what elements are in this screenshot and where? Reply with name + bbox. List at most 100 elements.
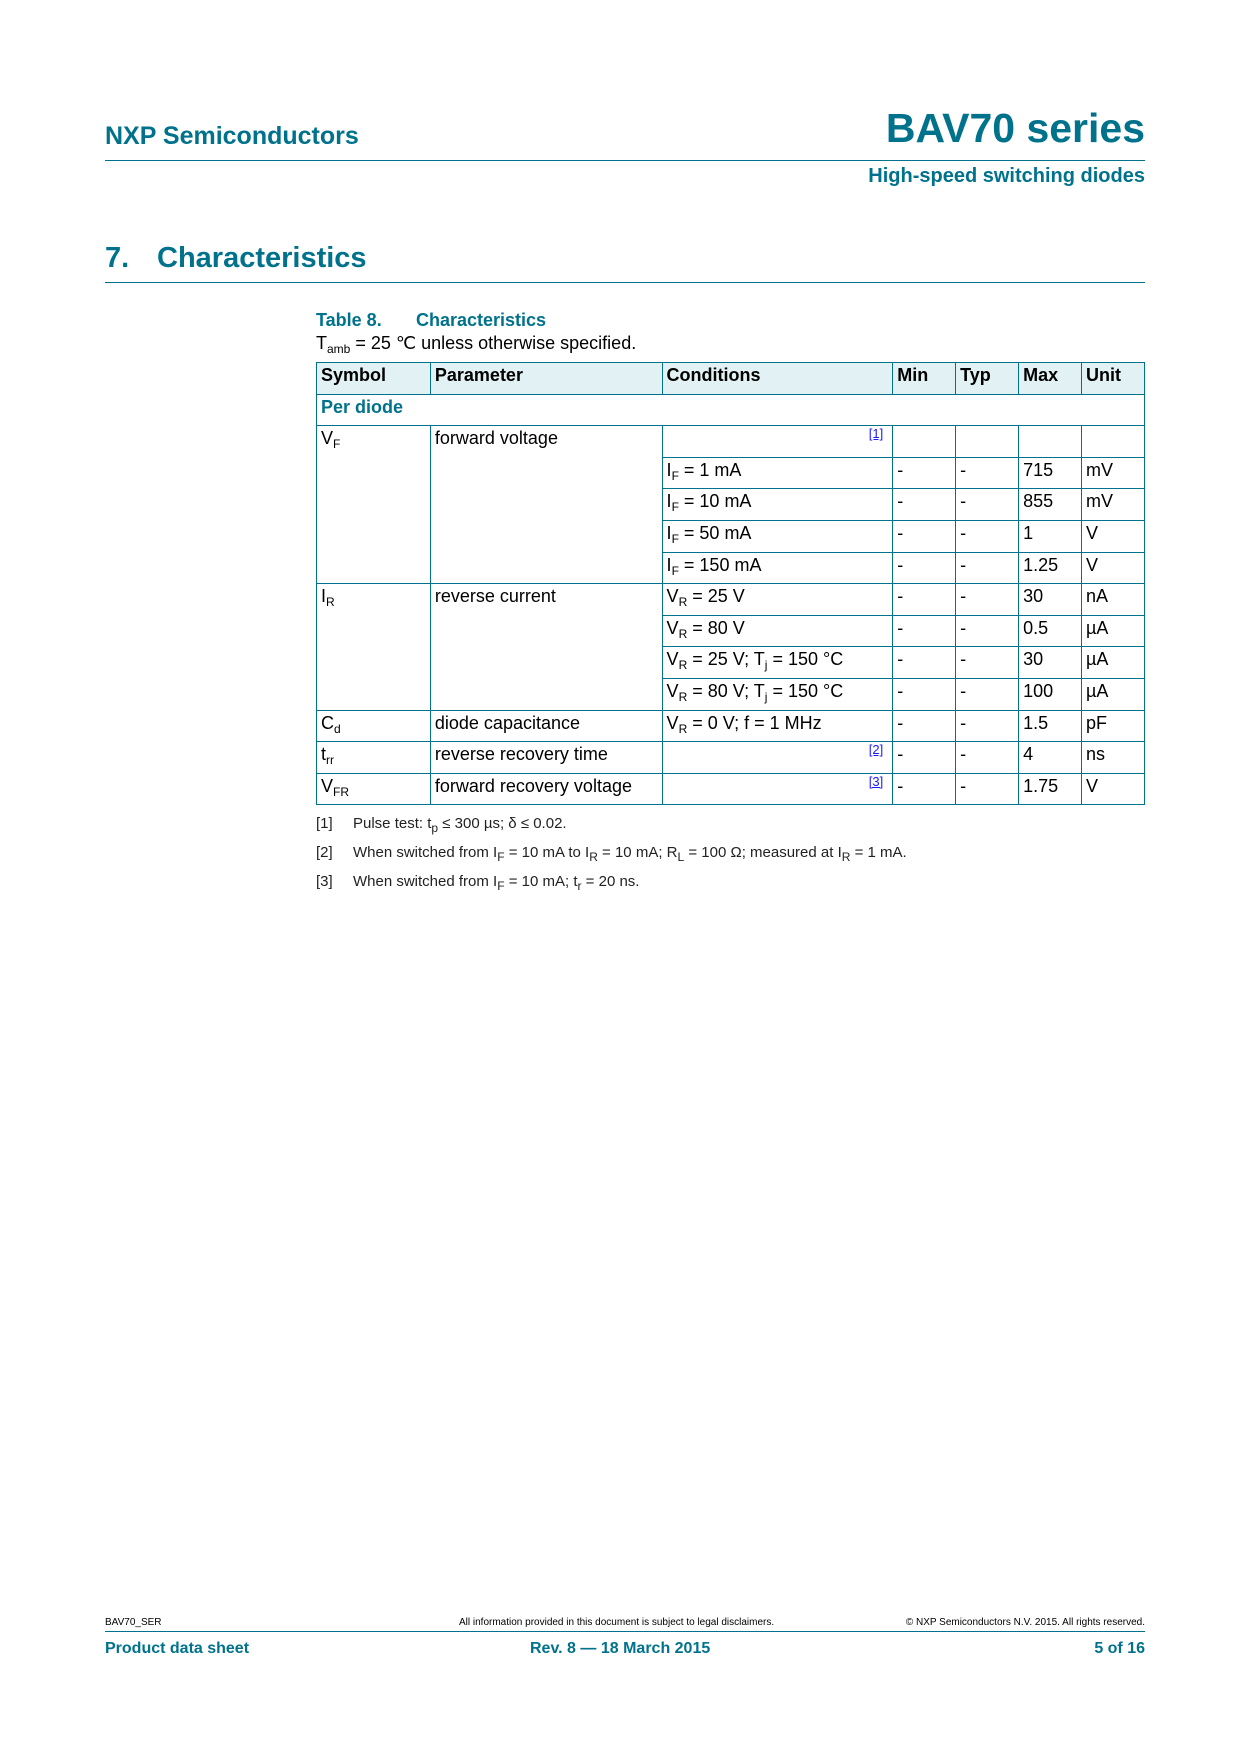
subscript: F <box>497 879 505 893</box>
table-row: VR = 80 V - -0.5 µA <box>317 614 1145 648</box>
max-cell: 30 <box>1018 646 1083 679</box>
text: = 20 ns. <box>581 873 640 890</box>
max-cell: 0.5 <box>1018 614 1083 648</box>
characteristics-table: Symbol Parameter Conditions Min Typ Max Unit P… <box>316 362 1145 806</box>
unit-cell: ns <box>1081 741 1145 774</box>
text: V <box>321 775 334 796</box>
column-header: Min <box>892 362 957 395</box>
min-cell <box>892 425 957 458</box>
table-row: trr reverse recovery time [2] - -4 ns <box>316 741 1145 774</box>
text: ≤ 300 µs; δ ≤ 0.02. <box>438 815 567 832</box>
text: = 150 °C <box>767 680 844 701</box>
min-cell: - <box>892 519 957 553</box>
text: = 1 mA <box>678 459 742 480</box>
footnote-link[interactable]: [2] <box>868 742 884 758</box>
column-header: Symbol <box>316 362 431 395</box>
min-cell: - <box>892 772 957 806</box>
footer-doc-id: BAV70_SER <box>105 1617 162 1628</box>
conditions-cell: VR = 80 V <box>661 614 894 648</box>
conditions-cell: IF = 1 mA <box>661 456 894 490</box>
parameter-cell: reverse recovery time <box>429 741 663 774</box>
column-header: Typ <box>955 362 1020 395</box>
table-row: VFR forward recovery voltage [3] - -1.75 V <box>316 772 1145 806</box>
subscript: d <box>334 721 341 736</box>
text: V <box>666 617 679 638</box>
min-cell: - <box>892 677 957 711</box>
min-cell: - <box>892 741 957 774</box>
subscript: F <box>671 500 679 515</box>
typ-cell: - <box>955 583 1020 616</box>
footnote-link[interactable]: [1] <box>868 426 884 442</box>
max-cell: 4 <box>1018 741 1083 774</box>
subscript: F <box>671 563 679 578</box>
subscript: F <box>497 850 505 864</box>
text: = 25 V <box>687 586 745 607</box>
text: = 10 mA <box>678 491 752 512</box>
column-header: Max <box>1018 362 1083 395</box>
conditions-cell: VR = 25 V; Tj = 150 °C <box>661 646 894 679</box>
parameter-cell: forward voltage <box>429 425 663 585</box>
footer-disclaimer: All information provided in this documen… <box>459 1617 775 1628</box>
subscript: j <box>764 689 768 704</box>
text: = 100 Ω; measured at I <box>684 844 842 861</box>
typ-cell: - <box>955 456 1020 490</box>
footnote: [3] When switched from IF = 10 mA; tr = 2… <box>316 873 907 902</box>
typ-cell: - <box>955 772 1020 806</box>
min-cell: - <box>892 551 957 585</box>
unit-cell: µA <box>1081 614 1145 648</box>
max-cell <box>1018 425 1083 458</box>
footer-doc-type: Product data sheet <box>105 1640 250 1657</box>
table-row: VF forward voltage [1] <box>316 425 1145 585</box>
symbol-cell: Cd <box>316 709 431 743</box>
text: = 10 mA; t <box>504 873 578 890</box>
conditions-cell: [2] <box>661 741 894 774</box>
footer-revision: Rev. 8 — 18 March 2015 <box>530 1640 711 1657</box>
conditions-cell: [1] <box>661 425 894 458</box>
table-header-row: Symbol Parameter Conditions Min Typ Max Unit <box>316 362 1145 395</box>
text: = 25 ℃ unless otherwise specified. <box>350 333 637 353</box>
typ-cell: - <box>955 741 1020 774</box>
conditions-cell: VR = 80 V; Tj = 150 °C <box>661 677 894 711</box>
unit-cell: V <box>1081 519 1145 553</box>
min-cell: - <box>892 488 957 521</box>
footnote-link[interactable]: [3] <box>868 773 884 789</box>
text: = 150 °C <box>767 649 844 670</box>
group-row: Per diode <box>316 393 1145 427</box>
max-cell: 30 <box>1018 583 1083 616</box>
max-cell: 715 <box>1018 456 1083 490</box>
typ-cell: - <box>955 646 1020 679</box>
typ-cell: - <box>955 709 1020 743</box>
conditions-cell: IF = 50 mA <box>661 519 894 553</box>
table-row: VR = 25 V; Tj = 150 °C - -30 µA <box>317 646 1145 679</box>
table-label: Table 8. <box>316 310 382 330</box>
footer-page-number: 5 of 16 <box>1094 1640 1145 1657</box>
footnote: [1] Pulse test: tp ≤ 300 µs; δ ≤ 0.02. <box>316 815 907 844</box>
max-cell: 1 <box>1018 519 1083 553</box>
unit-cell: mV <box>1081 488 1145 521</box>
min-cell: - <box>892 646 957 679</box>
text: = 1 mA. <box>850 844 907 861</box>
max-cell: 1.75 <box>1018 772 1083 806</box>
text: I <box>666 491 672 512</box>
subscript: R <box>678 626 688 641</box>
subscript: R <box>589 850 598 864</box>
column-header: Conditions <box>661 362 894 395</box>
typ-cell: - <box>955 614 1020 648</box>
table-notes: [1] Pulse test: tp ≤ 300 µs; δ ≤ 0.02. [2]… <box>316 815 907 902</box>
typ-cell <box>955 425 1020 458</box>
conditions-cell: VR = 0 V; f = 1 MHz <box>661 709 894 743</box>
text: V <box>666 680 679 701</box>
text: = 25 V; T <box>687 649 765 670</box>
column-header: Parameter <box>429 362 663 395</box>
section-heading: 7. Characteristics <box>105 242 367 275</box>
unit-cell: nA <box>1081 583 1145 616</box>
footnote-number: [2] <box>316 844 333 861</box>
subscript: r <box>577 879 582 893</box>
text: V <box>321 428 334 449</box>
subscript: F <box>333 437 341 452</box>
text: V <box>666 712 679 733</box>
text: = 150 mA <box>678 554 762 575</box>
unit-cell: µA <box>1081 646 1145 679</box>
symbol-cell: VF <box>316 425 431 585</box>
subscript: FR <box>333 784 350 799</box>
